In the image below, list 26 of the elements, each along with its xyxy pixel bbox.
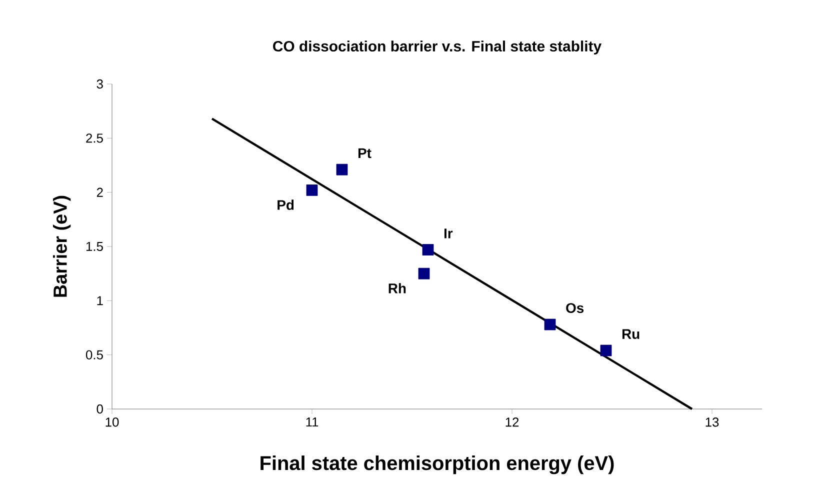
y-tick-label: 0 <box>96 404 103 414</box>
annotation: Os <box>566 303 584 313</box>
point <box>336 164 348 176</box>
point <box>422 244 434 256</box>
y-tick-label: 1 <box>97 296 103 306</box>
x-tick-label: 13 <box>706 418 719 427</box>
y-tick-label: 1.5 <box>86 242 103 252</box>
point <box>600 344 612 356</box>
x-tick-label: 11 <box>306 418 318 426</box>
x-tick-label: 12 <box>506 418 519 427</box>
annotation: Ru <box>622 329 640 339</box>
annotation: Pt <box>358 148 372 158</box>
x-axis-title: Final state chemisorption energy (eV) <box>260 456 614 474</box>
chart-title: CO dissociation barrier v.s. Final state stablity <box>273 40 602 54</box>
point <box>544 318 556 330</box>
y-tick-label: 0.5 <box>86 350 103 360</box>
annotation: Ir <box>444 228 453 238</box>
y-tick-label: 2.5 <box>86 134 103 143</box>
point <box>418 268 430 280</box>
x-tick-label: 10 <box>106 418 119 427</box>
annotation: Pd <box>278 200 294 210</box>
point <box>306 184 318 196</box>
y-axis-title: Barrier (eV) <box>52 196 71 297</box>
annotation: Rh <box>388 283 406 294</box>
y-tick-label: 2 <box>96 188 103 197</box>
y-tick-label: 3 <box>96 79 103 89</box>
